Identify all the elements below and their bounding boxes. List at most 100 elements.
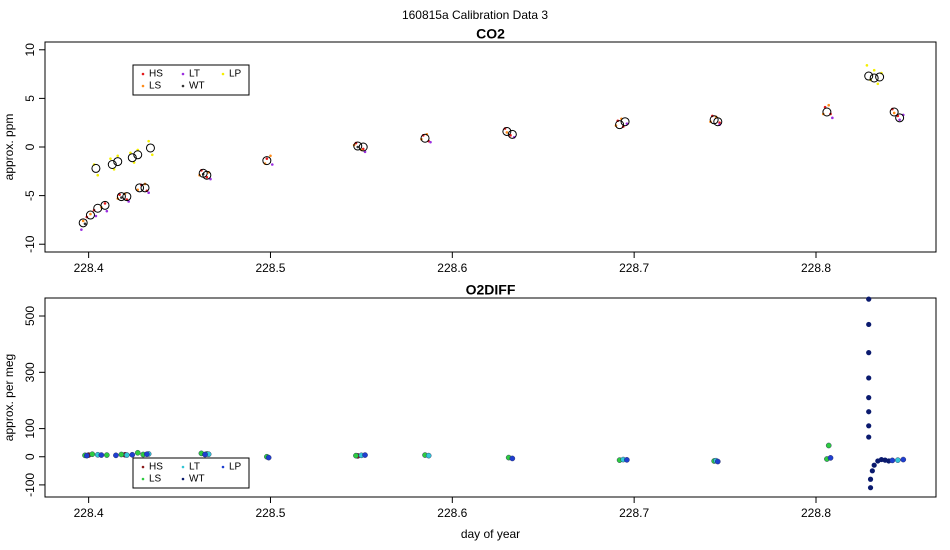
mean-marker [420,133,430,143]
point [876,82,880,86]
mean-marker [202,170,212,180]
y-tick-label: 300 [23,362,37,382]
x-tick-label: 228.7 [619,506,649,520]
point [889,457,896,464]
point [124,452,130,458]
x-tick-label: 228.5 [255,506,285,520]
point [89,212,92,216]
y-tick-label: 5 [23,95,37,102]
point [265,454,272,461]
point [425,452,432,459]
mean-marker [140,183,150,193]
point [129,451,136,458]
point [866,321,872,328]
y-tick-label: 10 [23,43,37,57]
mean-marker [615,120,625,130]
x-tick-label: 228.6 [437,261,467,275]
legend-marker [141,465,145,469]
panel-title: O2DIFF [466,282,516,298]
point [109,157,112,160]
point [103,202,107,205]
point [825,442,832,449]
mean-marker [78,218,88,228]
mean-marker [145,143,155,153]
legend-box [132,457,250,489]
point [718,121,721,124]
legend-marker [181,84,185,88]
point [113,452,119,459]
x-tick-label: 228.4 [74,261,104,275]
mean-marker [113,157,123,167]
point [81,219,85,223]
mean-marker [85,210,95,220]
legend-label: LP [229,69,242,80]
point [509,455,516,462]
mean-marker [875,72,885,82]
mean-marker [869,73,879,83]
point [505,131,509,134]
mean-marker [127,153,137,163]
mean-marker [895,113,905,123]
x-tick-label: 228.8 [801,506,831,520]
point [80,228,83,231]
legend-label: LP [229,462,242,473]
point [116,154,120,158]
point [625,122,629,125]
point [353,452,359,459]
y-tick-label: -10 [23,235,37,253]
point [866,296,872,302]
mean-marker [91,163,101,173]
legend-box [132,64,250,96]
point [714,458,721,465]
point [900,456,907,463]
point [96,173,100,177]
y-tick-label: 100 [23,418,37,438]
y-tick-label: -100 [23,473,37,497]
point [866,375,872,381]
y-axis-label: approx. per meg [2,354,16,441]
panel-title: CO2 [476,26,505,42]
y-tick-label: 500 [23,306,37,326]
mean-marker [713,117,723,127]
mean-marker [507,129,517,139]
point [866,350,872,356]
legend-label: LT [189,462,200,473]
point [136,188,140,192]
point [89,451,96,458]
point [265,157,269,160]
legend-marker [221,465,225,469]
y-axis-label: approx. ppm [2,114,16,181]
y-tick-label: -5 [23,190,37,201]
mean-marker [889,107,899,117]
point [866,423,872,429]
mean-marker [822,107,832,117]
point [429,140,432,144]
point [105,209,109,213]
point [147,139,150,143]
mean-marker [353,141,363,151]
point [866,395,872,401]
y-tick-label: 0 [23,143,37,150]
mean-marker [262,156,272,166]
mean-marker [107,160,117,169]
point [202,451,208,458]
point [134,450,141,456]
legend-label: LT [189,69,200,80]
x-tick-label: 228.4 [74,506,104,520]
mean-marker [100,200,110,210]
legend-marker [181,465,185,469]
legend-label: WT [189,474,205,485]
point [118,451,125,458]
mean-marker [116,192,126,202]
legend-label: WT [189,81,205,92]
point [83,222,87,226]
point [866,409,872,415]
point [356,145,360,149]
point [150,153,154,157]
page-title: 160815a Calibration Data 3 [402,8,548,22]
legend-marker [181,72,185,76]
legend-marker [181,477,185,481]
point [270,163,274,166]
point [94,214,98,218]
